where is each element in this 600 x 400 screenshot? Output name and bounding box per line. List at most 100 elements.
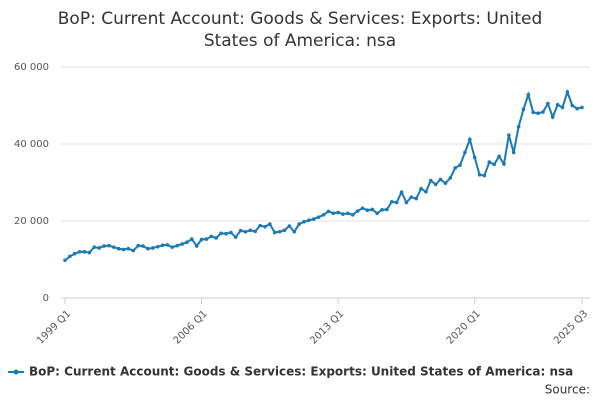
y-tick-label: 60 000	[14, 62, 49, 73]
point	[336, 210, 340, 215]
point	[311, 217, 316, 221]
point	[482, 173, 487, 178]
point	[331, 211, 336, 216]
point	[433, 182, 438, 187]
point	[121, 247, 126, 252]
point	[550, 115, 555, 119]
point	[219, 231, 223, 236]
point	[316, 215, 321, 219]
point	[507, 133, 511, 137]
point	[272, 230, 277, 235]
point	[214, 236, 218, 240]
point	[443, 181, 448, 186]
point	[555, 102, 560, 107]
point	[77, 250, 82, 254]
point	[243, 229, 248, 234]
point	[209, 234, 214, 239]
point	[570, 103, 575, 108]
point	[350, 213, 355, 217]
x-tick-label: 1999 Q1	[35, 308, 73, 346]
y-tick-label: 40 000	[14, 139, 49, 150]
chart-title: States of America: nsa	[204, 31, 396, 51]
point	[111, 245, 116, 249]
point	[492, 162, 497, 167]
point	[438, 177, 443, 182]
point	[341, 212, 345, 216]
point	[180, 242, 184, 246]
point	[326, 209, 331, 214]
x-tick-label: 2013 Q1	[308, 308, 346, 346]
y-tick-label: 0	[43, 293, 49, 304]
point	[429, 178, 433, 183]
point	[404, 200, 409, 205]
point	[307, 218, 311, 223]
point	[248, 228, 253, 233]
point	[97, 246, 101, 250]
x-tick-label: 2025 Q3	[552, 308, 590, 346]
point	[165, 243, 170, 247]
y-tick-label: 20 000	[14, 216, 49, 227]
point	[204, 237, 209, 241]
point	[560, 105, 565, 110]
point	[580, 105, 584, 110]
point	[541, 110, 545, 114]
point	[477, 173, 482, 177]
point	[229, 230, 233, 235]
point	[346, 211, 350, 216]
point	[194, 244, 199, 248]
point	[92, 245, 97, 249]
point	[199, 237, 204, 242]
point	[287, 224, 292, 228]
point	[126, 246, 131, 251]
point	[453, 166, 457, 170]
point	[63, 258, 67, 263]
point	[82, 250, 87, 254]
point	[175, 243, 179, 248]
point	[302, 219, 306, 224]
point	[409, 195, 414, 199]
point	[448, 176, 453, 180]
x-tick-label: 2006 Q1	[172, 308, 210, 346]
chart-title: BoP: Current Account: Goods & Services: …	[58, 9, 542, 29]
point	[321, 213, 326, 217]
point	[185, 240, 189, 244]
point	[116, 246, 121, 251]
point	[170, 245, 175, 249]
point	[224, 231, 228, 236]
point	[365, 208, 370, 213]
point	[497, 154, 501, 159]
point	[375, 211, 379, 216]
legend-marker	[13, 369, 19, 375]
point	[141, 244, 145, 248]
point	[355, 209, 360, 213]
point	[472, 155, 477, 160]
point	[68, 254, 72, 259]
series-line	[64, 88, 583, 262]
point	[526, 92, 531, 97]
point	[414, 196, 418, 201]
point	[253, 229, 258, 234]
point	[546, 101, 550, 106]
point	[360, 206, 365, 211]
point	[233, 235, 238, 239]
point	[136, 243, 140, 248]
point	[502, 162, 506, 166]
point	[297, 222, 301, 226]
point	[258, 223, 262, 228]
point	[575, 106, 579, 111]
point	[282, 228, 287, 233]
point	[424, 189, 428, 194]
point	[238, 228, 243, 233]
point	[160, 243, 165, 248]
point	[102, 244, 106, 248]
point	[389, 199, 394, 204]
point	[190, 237, 194, 241]
point	[268, 222, 272, 226]
point	[155, 244, 160, 249]
point	[87, 250, 92, 255]
point	[516, 124, 521, 129]
point	[463, 150, 467, 155]
point	[511, 150, 516, 155]
point	[565, 90, 570, 94]
